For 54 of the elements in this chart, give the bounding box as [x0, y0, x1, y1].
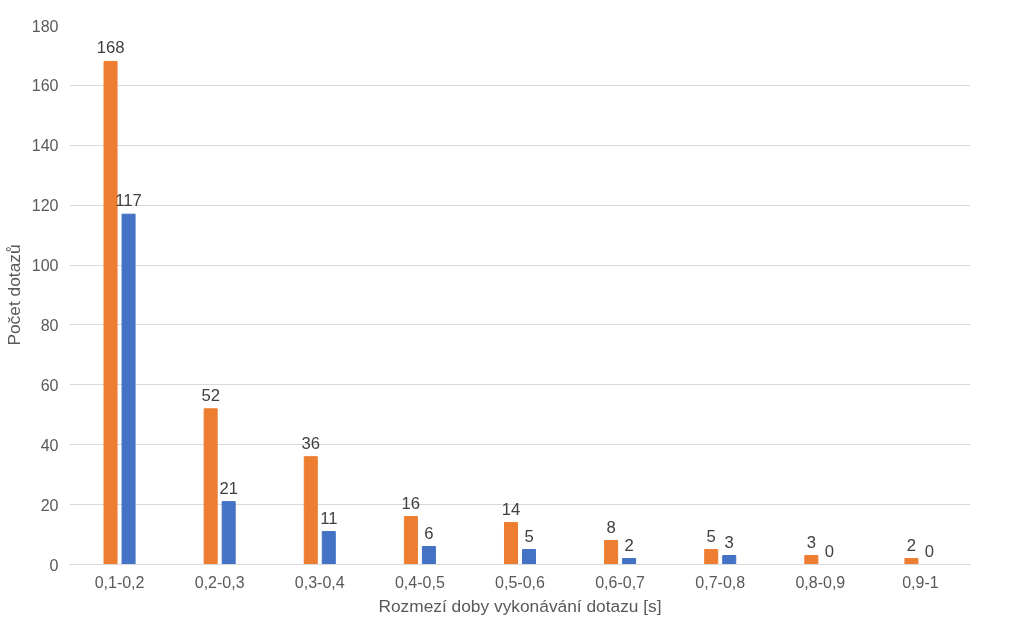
y-tick-label: 180 — [31, 17, 59, 35]
y-axis-title: Počet dotazů — [3, 244, 24, 346]
bar — [904, 558, 919, 565]
bar — [121, 213, 136, 565]
bar — [221, 501, 236, 565]
bar — [704, 549, 719, 565]
data-label: 0 — [824, 541, 834, 561]
data-label: 6 — [424, 523, 434, 543]
bar — [522, 549, 537, 565]
data-label: 8 — [606, 517, 616, 537]
x-tick-label: 0,9-1 — [902, 573, 939, 591]
y-tick-label: 40 — [40, 436, 59, 454]
data-label: 5 — [524, 526, 534, 546]
data-label: 3 — [806, 532, 816, 552]
bar — [421, 546, 436, 565]
data-label: 168 — [96, 38, 125, 58]
bar — [604, 540, 619, 565]
data-label: 5 — [706, 526, 716, 546]
data-label: 3 — [724, 532, 734, 552]
y-tick-label: 140 — [31, 137, 59, 155]
y-tick-label: 80 — [40, 316, 59, 334]
y-tick-label: 120 — [31, 197, 59, 215]
bar — [403, 516, 418, 565]
bar — [622, 558, 637, 565]
data-label: 2 — [906, 535, 917, 555]
y-tick-label: 60 — [40, 376, 59, 394]
x-tick-label: 0,5-0,6 — [495, 573, 546, 591]
x-tick-label: 0,4-0,5 — [394, 573, 445, 591]
x-tick-label: 0,8-0,9 — [795, 573, 846, 591]
x-axis-title: Rozmezí doby vykonávání dotazu [s] — [378, 595, 662, 616]
bar — [203, 408, 218, 565]
y-tick-label: 0 — [49, 556, 59, 574]
data-label: 52 — [201, 385, 220, 405]
data-label: 2 — [624, 535, 634, 555]
bar — [722, 555, 737, 565]
x-tick-label: 0,6-0,7 — [595, 573, 646, 591]
bar — [103, 60, 118, 565]
data-label: 16 — [401, 493, 421, 513]
x-tick-label: 0,2-0,3 — [194, 573, 245, 591]
y-tick-label: 100 — [31, 257, 59, 275]
bar — [804, 555, 819, 565]
data-label: 21 — [219, 478, 238, 498]
y-tick-label: 20 — [40, 496, 59, 514]
x-tick-label: 0,3-0,4 — [294, 573, 345, 591]
bar — [303, 456, 318, 565]
x-tick-label: 0,7-0,8 — [695, 573, 746, 591]
data-label: 36 — [301, 433, 321, 453]
data-label: 14 — [501, 499, 521, 519]
y-tick-label: 160 — [31, 77, 59, 95]
bar — [503, 522, 518, 565]
x-tick-label: 0,1-0,2 — [94, 573, 145, 591]
data-label: 0 — [924, 541, 935, 561]
bar — [321, 531, 336, 565]
data-label: 11 — [320, 508, 338, 528]
